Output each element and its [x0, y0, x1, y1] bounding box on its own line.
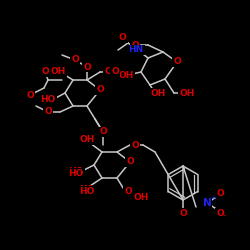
Text: HO: HO: [68, 168, 84, 177]
Text: O: O: [131, 40, 139, 50]
Text: O: O: [173, 58, 181, 66]
Text: OH: OH: [150, 88, 166, 98]
Text: O: O: [179, 208, 187, 218]
Text: O: O: [104, 68, 112, 76]
Text: OH: OH: [133, 194, 149, 202]
Text: HO: HO: [79, 186, 95, 194]
Text: N: N: [202, 198, 211, 208]
Text: O: O: [216, 188, 224, 198]
Text: OH: OH: [79, 136, 95, 144]
Text: O: O: [119, 34, 127, 42]
Text: HN: HN: [128, 46, 144, 54]
Text: O: O: [111, 68, 119, 76]
Text: HO: HO: [40, 96, 56, 104]
Text: O: O: [26, 90, 34, 100]
Text: OH: OH: [118, 70, 134, 80]
Text: OH: OH: [50, 68, 66, 76]
Text: O: O: [44, 108, 52, 116]
Text: OH: OH: [49, 68, 65, 76]
Text: O: O: [216, 208, 224, 218]
Text: O: O: [71, 56, 79, 64]
Text: HO: HO: [79, 186, 95, 196]
Text: -: -: [222, 212, 226, 220]
Text: O: O: [126, 158, 134, 166]
Text: HN: HN: [128, 46, 144, 54]
Text: +: +: [210, 195, 216, 201]
Text: O: O: [96, 86, 104, 94]
Text: O: O: [124, 186, 132, 196]
Text: O: O: [118, 34, 126, 42]
Text: HO: HO: [68, 168, 84, 176]
Text: OH: OH: [179, 88, 195, 98]
Text: O: O: [131, 140, 139, 149]
Text: O: O: [99, 128, 107, 136]
Text: O: O: [83, 62, 91, 72]
Text: O: O: [41, 68, 49, 76]
